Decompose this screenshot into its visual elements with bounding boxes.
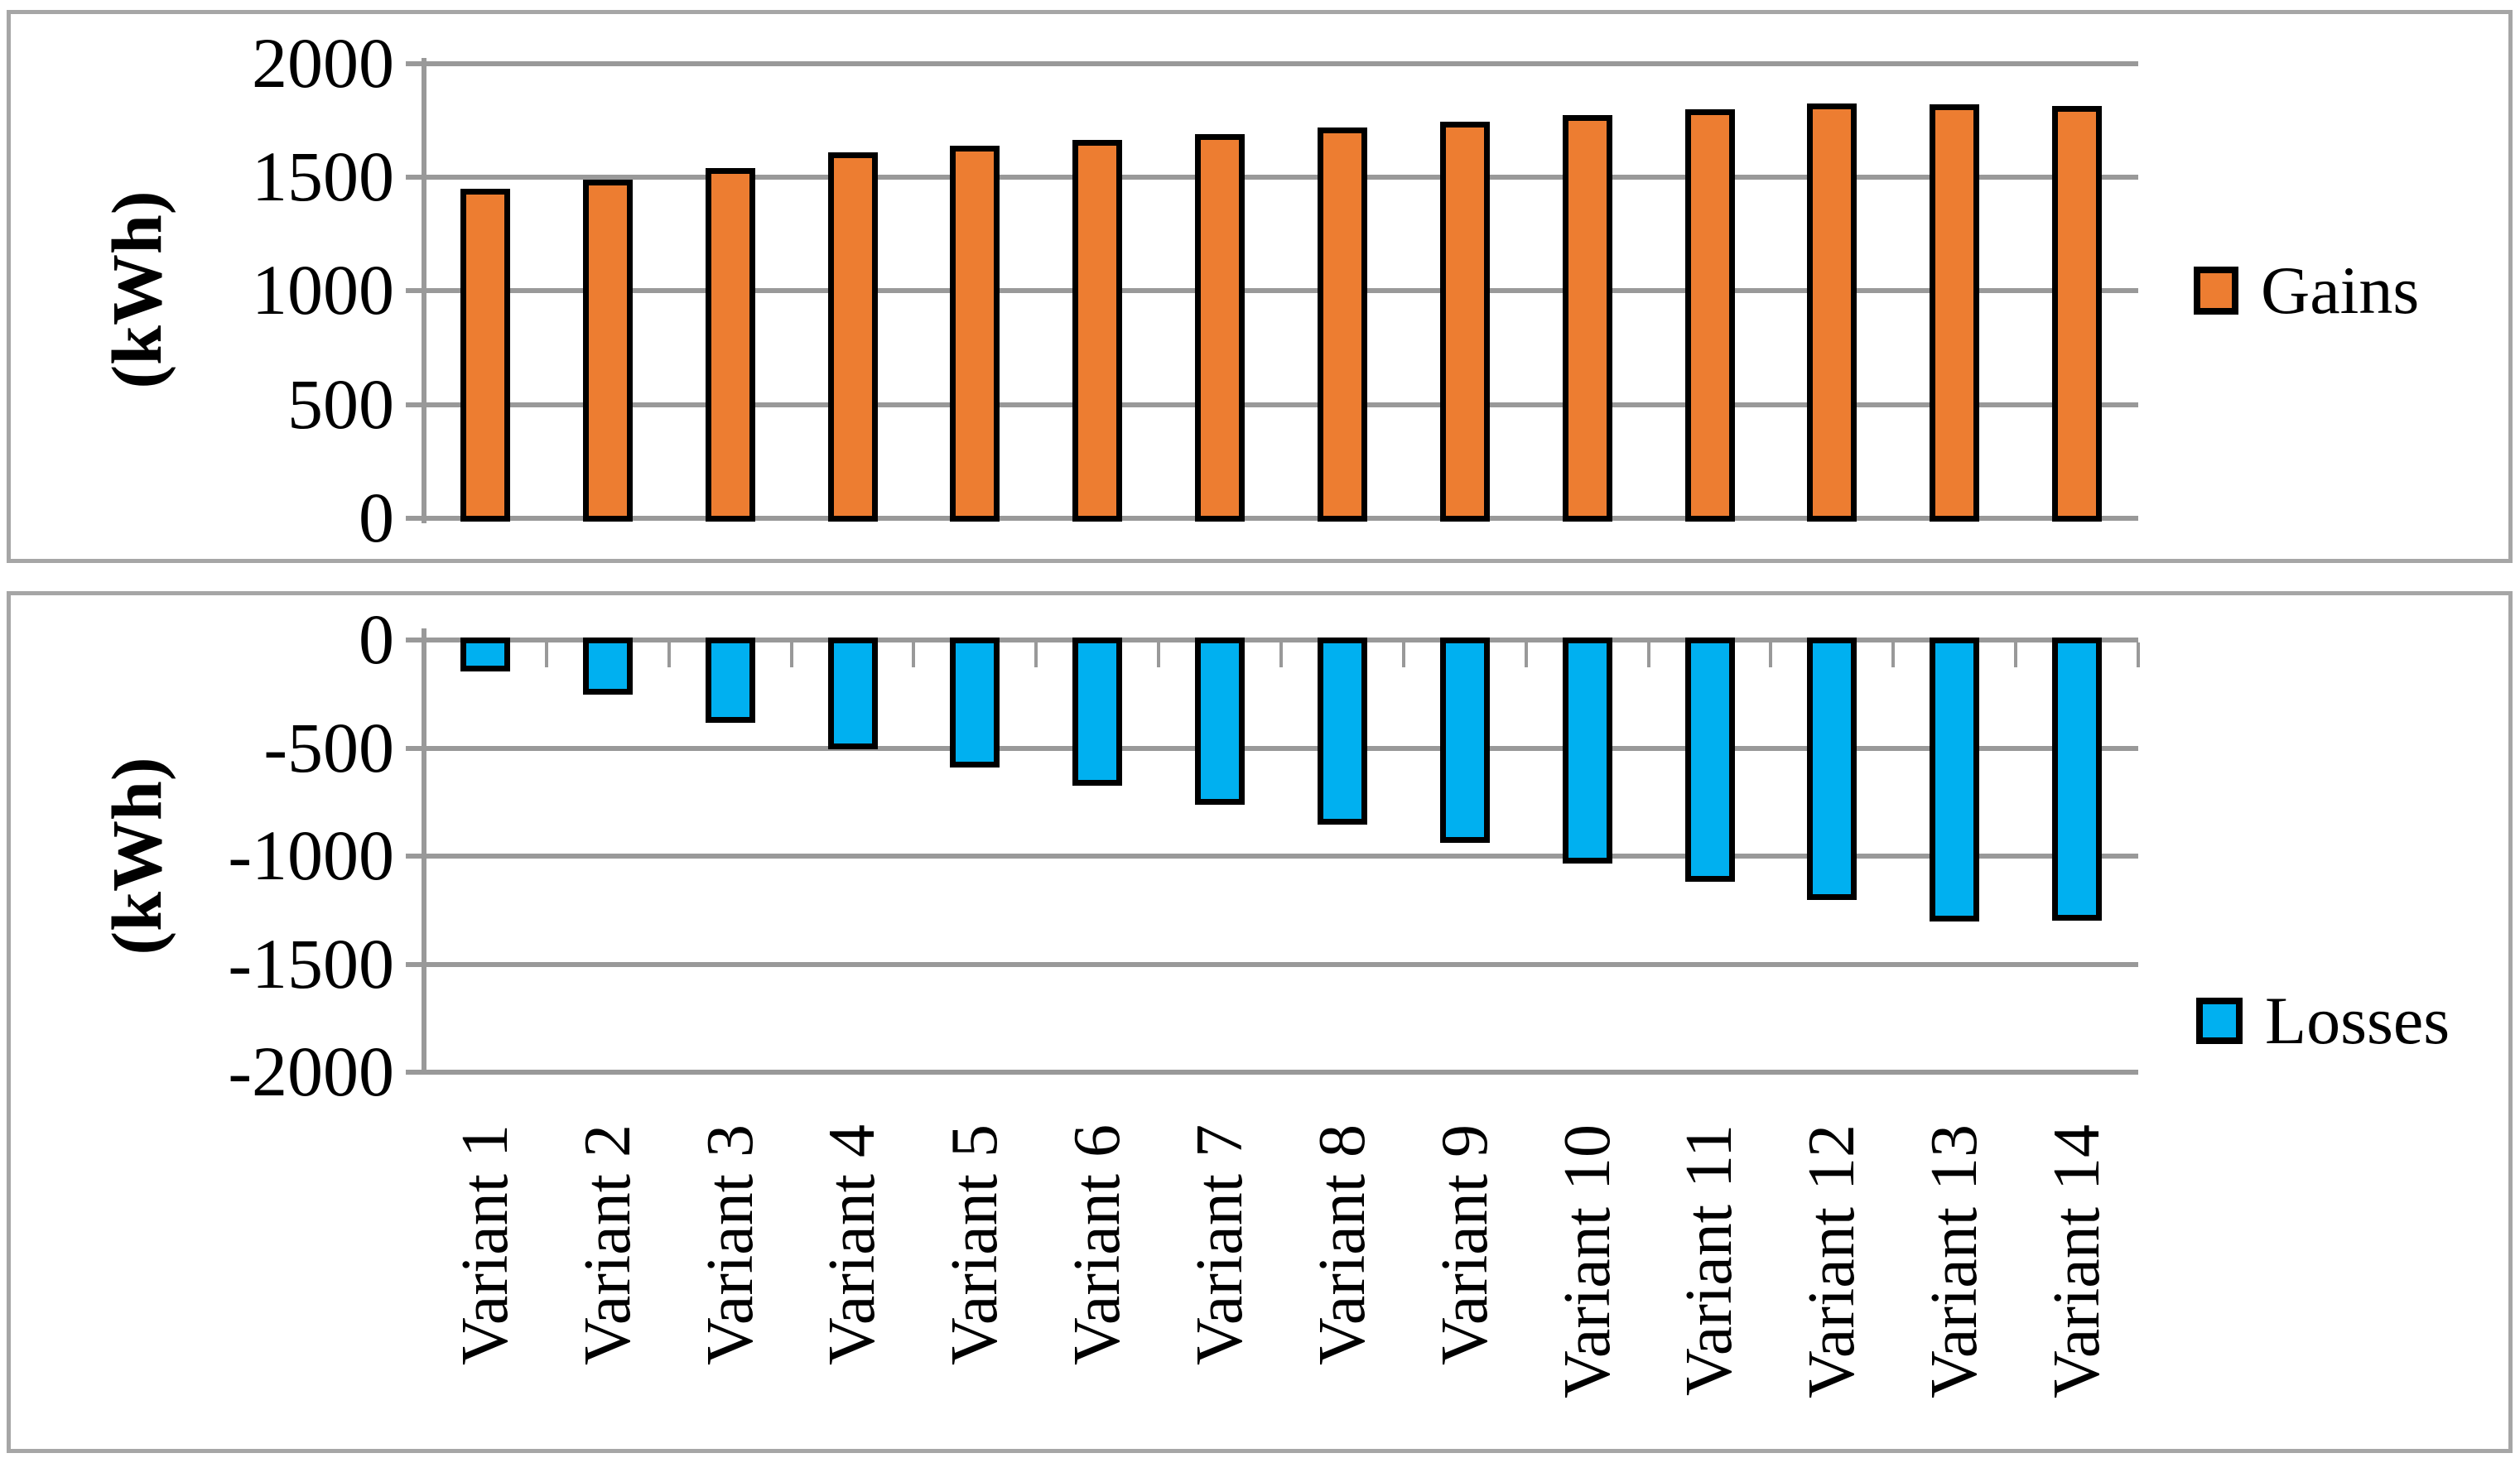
- losses-gridline: [406, 1070, 2138, 1075]
- losses-bar: [705, 638, 755, 724]
- losses-category-tick: [422, 642, 426, 667]
- losses-bar: [1684, 638, 1735, 882]
- gains-bar: [2052, 105, 2103, 522]
- x-tick-label: Variant 6: [1061, 1124, 1135, 1366]
- legend-losses: Losses: [2196, 983, 2450, 1059]
- losses-gridline: [406, 745, 2138, 751]
- gains-y-tick-label: 0: [359, 478, 394, 557]
- losses-gridline: [406, 854, 2138, 859]
- x-tick-label: Variant 5: [938, 1124, 1012, 1366]
- losses-category-tick: [667, 642, 671, 667]
- x-tick-label: Variant 7: [1183, 1124, 1257, 1366]
- x-tick-label: Variant 4: [816, 1124, 889, 1366]
- losses-y-tick-label: -1500: [228, 923, 394, 1003]
- losses-bar: [1317, 638, 1367, 825]
- legend-gains: Gains: [2194, 253, 2419, 329]
- x-tick-label: Variant 9: [1428, 1124, 1501, 1366]
- losses-bar: [460, 638, 510, 671]
- gains-legend-swatch: [2194, 267, 2238, 315]
- losses-category-tick: [1891, 642, 1896, 667]
- losses-category-tick: [789, 642, 793, 667]
- losses-y-tick-label: -1000: [228, 816, 394, 895]
- gains-gridline: [406, 288, 2138, 294]
- gains-gridline: [406, 402, 2138, 407]
- gains-bar: [1807, 103, 1857, 522]
- x-tick-label: Variant 14: [2041, 1124, 2114, 1399]
- losses-legend-swatch: [2196, 998, 2243, 1044]
- x-tick-label: Variant 2: [571, 1124, 644, 1366]
- losses-y-tick-label: -2000: [228, 1032, 394, 1111]
- gains-bar: [705, 168, 755, 522]
- losses-category-tick: [1646, 642, 1650, 667]
- gains-y-tick-label: 1000: [252, 250, 394, 330]
- gains-y-tick-label: 1500: [252, 137, 394, 217]
- losses-category-tick: [1524, 642, 1528, 667]
- losses-category-tick: [1157, 642, 1161, 667]
- x-tick-label: Variant 10: [1550, 1124, 1624, 1399]
- gains-y-axis-title: (kWh): [97, 190, 176, 389]
- x-tick-label: Variant 3: [693, 1124, 767, 1366]
- losses-gridline: [406, 961, 2138, 967]
- gains-bar: [582, 179, 633, 522]
- losses-bar: [827, 638, 878, 749]
- losses-category-tick: [1769, 642, 1773, 667]
- x-tick-label: Variant 1: [448, 1124, 522, 1366]
- losses-category-tick: [1034, 642, 1038, 667]
- losses-bar: [1072, 638, 1123, 786]
- x-tick-label: Variant 11: [1673, 1124, 1747, 1397]
- gains-gridline: [406, 516, 2138, 521]
- gains-legend-label: Gains: [2261, 253, 2420, 328]
- losses-legend-label: Losses: [2265, 983, 2450, 1058]
- gains-y-tick-label: 2000: [252, 22, 394, 103]
- x-tick-label: Variant 13: [1918, 1124, 1992, 1399]
- losses-bar: [1807, 638, 1857, 901]
- losses-category-tick: [1279, 642, 1283, 667]
- gains-bar: [1930, 104, 1980, 522]
- losses-y-tick-label: 0: [359, 599, 394, 679]
- x-tick-label: Variant 12: [1795, 1124, 1869, 1399]
- losses-category-tick: [2137, 642, 2140, 667]
- gains-bar: [1072, 139, 1123, 522]
- losses-bar: [2052, 638, 2103, 921]
- x-tick-label: Variant 8: [1305, 1124, 1379, 1366]
- losses-category-tick: [912, 642, 916, 667]
- losses-bar: [582, 638, 633, 695]
- losses-category-tick: [2014, 642, 2018, 667]
- gains-gridline: [406, 60, 2138, 66]
- losses-y-tick-label: -500: [263, 707, 394, 787]
- gains-gridline: [406, 175, 2138, 180]
- gains-bar: [950, 145, 1000, 522]
- gains-bar: [1317, 127, 1367, 522]
- losses-category-tick: [1401, 642, 1405, 667]
- gains-bar: [1684, 108, 1735, 522]
- losses-bar: [1562, 638, 1612, 864]
- gains-bar: [460, 188, 510, 522]
- gains-y-axis-line: [422, 58, 426, 523]
- losses-gridline: [406, 638, 2138, 642]
- gains-bar: [827, 152, 878, 522]
- losses-bar: [950, 638, 1000, 767]
- gains-bar: [1562, 114, 1612, 522]
- gains-bar: [1439, 121, 1490, 522]
- losses-y-axis-title: (kWh): [97, 757, 176, 955]
- losses-category-tick: [544, 642, 548, 667]
- losses-bar: [1930, 638, 1980, 922]
- losses-bar: [1439, 638, 1490, 844]
- gains-bar: [1195, 133, 1246, 522]
- losses-y-axis-line: [422, 628, 426, 1075]
- losses-bar: [1195, 638, 1246, 806]
- gains-y-tick-label: 500: [287, 363, 394, 444]
